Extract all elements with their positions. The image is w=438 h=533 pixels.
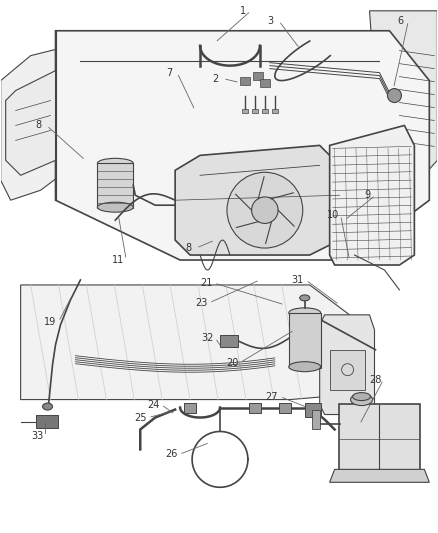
Text: 20: 20 [226, 358, 238, 368]
FancyBboxPatch shape [260, 78, 270, 86]
Text: 1: 1 [240, 6, 246, 16]
FancyBboxPatch shape [242, 109, 248, 114]
Text: 27: 27 [265, 392, 278, 401]
Polygon shape [56, 31, 429, 260]
Polygon shape [6, 71, 56, 175]
FancyBboxPatch shape [312, 409, 320, 430]
Text: 33: 33 [32, 431, 44, 441]
FancyBboxPatch shape [253, 71, 263, 79]
Polygon shape [330, 470, 429, 482]
FancyBboxPatch shape [289, 313, 321, 368]
Ellipse shape [97, 158, 133, 168]
Polygon shape [370, 11, 437, 180]
Circle shape [251, 197, 278, 223]
Text: 11: 11 [112, 255, 124, 265]
FancyBboxPatch shape [330, 350, 364, 390]
Text: 31: 31 [292, 275, 304, 285]
Circle shape [227, 172, 303, 248]
Text: 32: 32 [201, 333, 213, 343]
Text: 6: 6 [397, 16, 403, 26]
Text: 21: 21 [200, 278, 212, 288]
FancyBboxPatch shape [35, 415, 57, 429]
Text: 8: 8 [35, 120, 42, 131]
Text: 3: 3 [268, 16, 274, 26]
Text: 9: 9 [364, 190, 371, 200]
Polygon shape [175, 146, 339, 255]
FancyBboxPatch shape [97, 163, 133, 208]
Text: 25: 25 [134, 413, 146, 423]
Ellipse shape [353, 393, 371, 401]
FancyBboxPatch shape [220, 335, 238, 347]
Text: 10: 10 [326, 210, 339, 220]
FancyBboxPatch shape [339, 404, 420, 470]
Ellipse shape [388, 88, 401, 102]
Ellipse shape [300, 295, 310, 301]
Text: 19: 19 [44, 317, 57, 327]
Text: 7: 7 [166, 68, 172, 78]
FancyBboxPatch shape [184, 402, 196, 413]
FancyBboxPatch shape [305, 402, 321, 416]
Ellipse shape [42, 403, 53, 410]
FancyBboxPatch shape [279, 402, 291, 413]
FancyBboxPatch shape [240, 77, 250, 85]
FancyBboxPatch shape [262, 109, 268, 114]
Ellipse shape [97, 202, 133, 212]
Text: 28: 28 [369, 375, 381, 385]
FancyBboxPatch shape [249, 402, 261, 413]
Text: 24: 24 [147, 400, 159, 409]
Ellipse shape [289, 362, 321, 372]
FancyBboxPatch shape [252, 109, 258, 114]
Text: 2: 2 [212, 74, 218, 84]
Text: 26: 26 [165, 449, 177, 459]
Ellipse shape [350, 393, 372, 406]
Polygon shape [330, 125, 414, 265]
Text: 23: 23 [195, 298, 207, 308]
Polygon shape [21, 285, 350, 400]
Ellipse shape [289, 308, 321, 318]
FancyBboxPatch shape [272, 109, 278, 114]
Polygon shape [320, 315, 374, 415]
Polygon shape [1, 46, 120, 200]
Text: 8: 8 [185, 243, 191, 253]
